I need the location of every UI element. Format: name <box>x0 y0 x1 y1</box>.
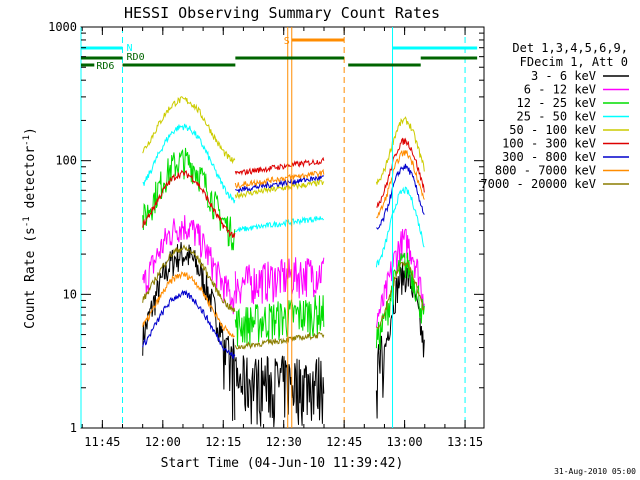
ticks-layer: 11:45 12:00 12:15 12:30 12:45 13:00 13:15 1 10 10… <box>48 20 484 449</box>
x-tick-label: 11:45 <box>84 435 120 449</box>
legend-item-label: 12 - 25 keV <box>517 96 596 110</box>
y-tick-label: 10 <box>63 287 77 301</box>
series-segment <box>234 331 325 350</box>
series-segment <box>235 215 324 233</box>
series-segment <box>375 186 425 268</box>
y-tick-label: 1 <box>70 421 77 435</box>
x-tick-label: 13:15 <box>447 435 483 449</box>
x-axis-label: Start Time (04-Jun-10 11:39:42) <box>161 456 404 471</box>
series-segment <box>142 271 235 338</box>
x-tick-label: 12:00 <box>145 435 181 449</box>
series-segment <box>142 244 236 313</box>
series-segment <box>234 178 325 200</box>
legend-item-label: 7000 - 20000 keV <box>480 177 596 191</box>
series-segment <box>142 289 236 360</box>
y-tick-label: 100 <box>55 154 77 168</box>
series-layer <box>142 96 425 428</box>
series-segment <box>234 355 325 428</box>
saa-label: S <box>284 36 290 47</box>
x-tick-label: 12:15 <box>205 435 241 449</box>
series-segment <box>142 242 236 421</box>
series-segment <box>375 228 425 328</box>
series-25-to-50kev <box>142 123 425 268</box>
series-50-to-100kev <box>142 96 425 200</box>
flags-layer: N S RD0 RD6 <box>80 27 478 428</box>
series-segment <box>234 295 325 347</box>
series-segment <box>376 150 425 219</box>
chart-title: HESSI Observing Summary Count Rates <box>124 4 440 22</box>
series-segment <box>375 116 425 185</box>
series-segment <box>376 137 425 208</box>
rd0-label: RD0 <box>127 52 145 63</box>
x-tick-label: 12:30 <box>266 435 302 449</box>
series-segment <box>376 260 425 330</box>
series-segment <box>235 175 325 193</box>
series-segment <box>142 169 236 238</box>
series-segment <box>234 257 325 305</box>
series-segment <box>142 147 236 251</box>
legend-item-label: 100 - 300 keV <box>502 137 596 151</box>
series-300-to-800kev <box>142 163 425 360</box>
series-segment <box>234 168 325 189</box>
x-tick-label: 12:45 <box>326 435 362 449</box>
legend-item-label: 50 - 100 keV <box>509 123 596 137</box>
rd6-label: RD6 <box>96 61 114 72</box>
series-segment <box>376 163 425 230</box>
legend-item-label: 800 - 7000 keV <box>495 164 596 178</box>
legend-item-label: 300 - 800 keV <box>502 150 596 164</box>
night-label: N <box>127 43 133 54</box>
series-6-to-12kev <box>142 215 425 328</box>
y-axis-label: Count Rate (s-1 detector-1) <box>22 127 38 329</box>
legend-item-label: 6 - 12 keV <box>524 83 596 97</box>
legend-item-label: 25 - 50 keV <box>517 110 596 124</box>
y-tick-label: 1000 <box>48 20 77 34</box>
series-segment <box>142 215 236 315</box>
series-800-to-7000kev <box>142 150 425 338</box>
series-100-to-300kev <box>142 137 425 238</box>
series-segment <box>142 123 236 204</box>
series-7000-to-20000kev <box>142 244 425 350</box>
legend-item-label: 3 - 6 keV <box>531 69 596 83</box>
legend-header-detectors: Det 1,3,4,5,6,9, <box>512 41 628 55</box>
legend: Det 1,3,4,5,6,9, FDecim 1, Att 0 3 - 6 k… <box>480 41 629 191</box>
date-stamp: 31-Aug-2010 05:00 <box>554 467 636 476</box>
series-segment <box>142 96 236 165</box>
legend-header-decimation: FDecim 1, Att 0 <box>520 55 628 69</box>
x-tick-label: 13:00 <box>387 435 423 449</box>
series-segment <box>234 156 325 176</box>
